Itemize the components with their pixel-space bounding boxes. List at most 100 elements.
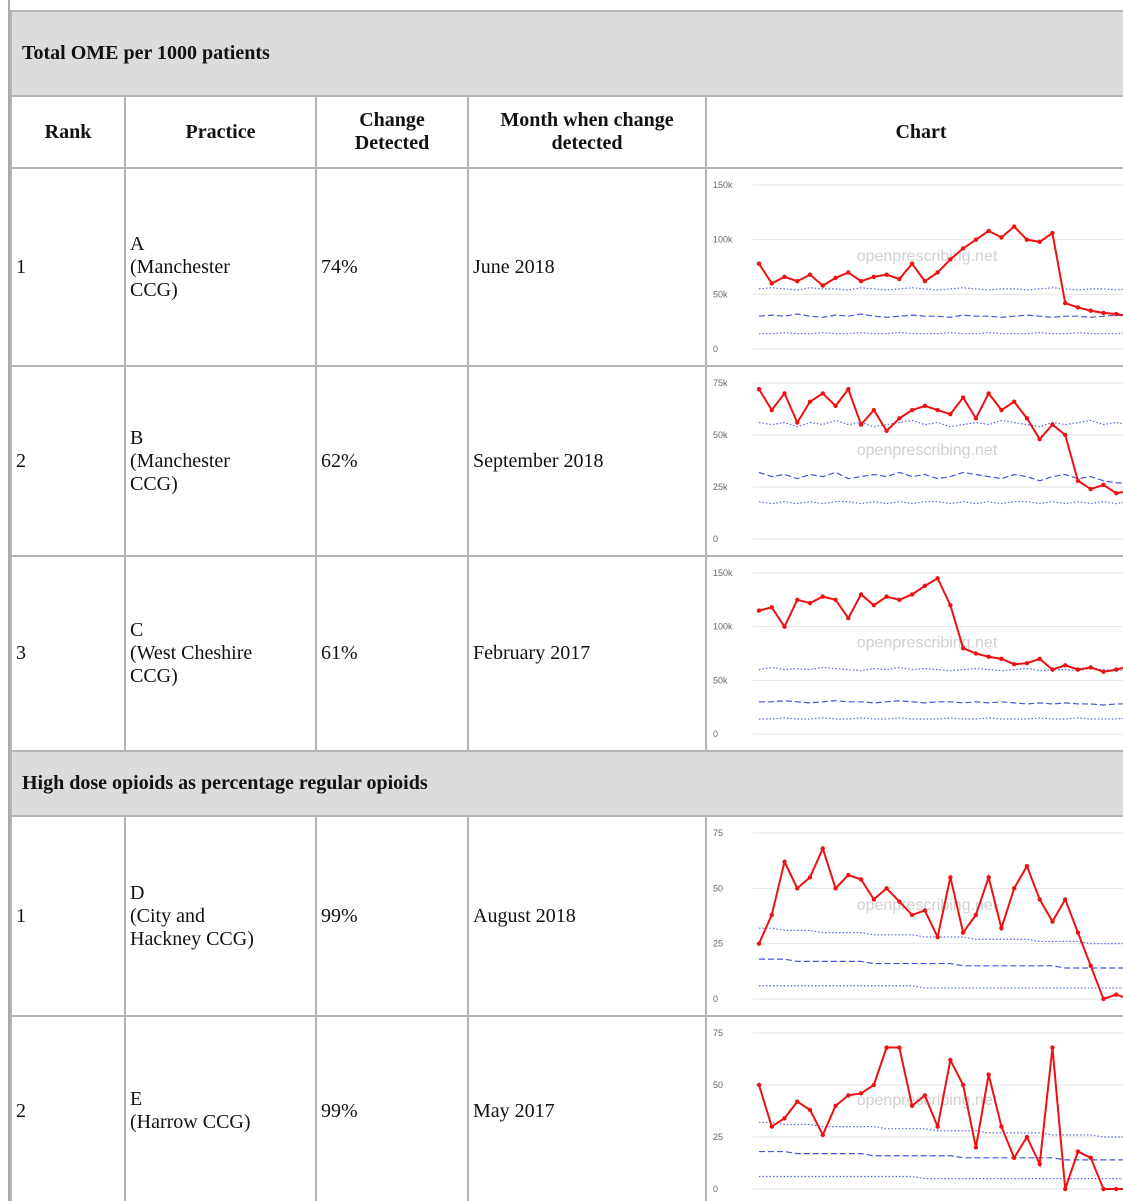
y-tick-label: 25 [713,1132,723,1142]
y-tick-label: 50 [713,1080,723,1090]
point [871,274,877,280]
practice-line: (West Cheshire [130,642,253,664]
point [833,275,838,281]
point [884,594,889,599]
month-detected: May 2017 [467,1015,707,1201]
point [973,237,979,242]
point [948,603,953,608]
section-header-row: Total OME per 1000 patients [10,10,1123,97]
mini-chart: 0 50k 100k 150k openprescribing.net [713,180,1123,354]
point [858,279,864,284]
series-line [759,985,1123,989]
point [756,1082,762,1088]
point [922,908,928,913]
point [1075,667,1081,672]
point [858,592,864,597]
point [1114,491,1119,496]
point [795,279,800,284]
point [909,912,915,918]
point [807,875,813,880]
point [948,875,953,880]
point [1037,1161,1042,1167]
point [782,859,787,864]
point [960,645,966,651]
y-tick-label: 25 [713,939,723,949]
rank: 3 [10,555,126,752]
point [1101,1186,1106,1192]
point [909,407,915,413]
practice: B (Manchester CCG) [124,365,317,557]
column-header: Practice [124,95,317,169]
point [820,1132,825,1138]
point [846,387,851,392]
data-row: 2 B (Manchester CCG) 62% September 2018 0 25k 50… [10,365,1123,557]
practice: D (City and Hackney CCG) [124,815,317,1017]
point [973,1145,979,1150]
mini-chart: 0 25 50 75 openprescribing.net [713,828,1123,1004]
y-tick-label: 75k [713,378,728,388]
point [833,403,838,409]
point [986,875,991,880]
point [897,597,902,603]
point [1114,667,1119,672]
chart-cell: 0 50k 100k 150k openprescribing.net [704,555,1123,752]
point [1050,230,1055,236]
point [1024,864,1030,869]
series-line [759,1175,1123,1180]
column-header: Change Detected [315,95,469,169]
point [769,912,774,918]
point [782,274,787,280]
chart-cell: 0 25k 50k 75k openprescribing.net [704,365,1123,557]
y-tick-label: 0 [713,994,718,1004]
data-row: 3 C (West Cheshire CCG) 61% February 2017 0 50k… [10,555,1123,752]
point [973,651,979,656]
watermark: openprescribing.net [857,442,998,459]
column-header: Month when change detected [467,95,707,169]
point [922,279,928,284]
point [884,272,889,277]
point [756,941,762,946]
point [795,597,800,603]
point [1050,1045,1055,1050]
point [897,899,902,904]
practice-line: (Manchester [130,255,230,278]
change-detected: 62% [315,365,469,557]
practice-line: E [130,1088,143,1110]
point [1088,665,1093,670]
point [1063,300,1068,306]
chart-cell: 0 25 50 75 openprescribing.net [704,1015,1123,1201]
series-line [759,717,1123,720]
column-header: Rank [10,95,126,169]
point [756,387,762,392]
section-title: Total OME per 1000 patients [10,10,1123,97]
point [756,608,762,613]
point [922,583,928,589]
month-detected: September 2018 [467,365,707,557]
point [897,276,902,282]
watermark: openprescribing.net [857,635,998,652]
point [1037,656,1042,662]
y-tick-label: 25k [713,482,728,492]
mini-chart: 0 50k 100k 150k openprescribing.net [713,568,1123,739]
point [807,272,813,277]
change-detected: 74% [315,167,469,367]
point [1024,1134,1030,1140]
rank: 2 [10,1015,126,1201]
series-line [759,700,1123,706]
point [756,261,762,266]
series-line [758,666,1123,672]
section-title: High dose opioids as percentage regular … [10,750,1123,817]
practice-line: D [130,881,145,904]
rank: 2 [10,365,126,557]
point [897,1045,902,1050]
y-tick-label: 75 [713,828,723,838]
point [999,407,1004,413]
point [1075,930,1081,935]
point [807,1107,813,1113]
point [935,270,940,275]
point [999,235,1004,240]
practice-line: B [130,426,144,449]
series-line [758,419,1123,428]
point [769,605,774,610]
point [820,594,825,599]
